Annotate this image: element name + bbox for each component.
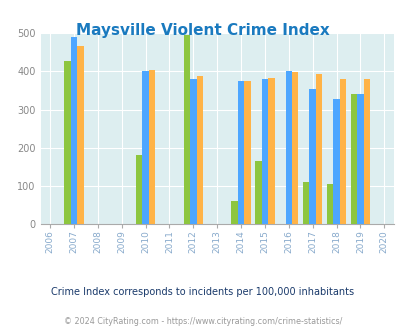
Bar (64, 61, 70, 224)
Bar (268, 78, 274, 224)
Bar (285, 71, 291, 224)
Bar (142, 71, 149, 224)
Bar (356, 94, 363, 224)
Bar (231, 201, 237, 224)
Bar (261, 79, 268, 224)
Bar (309, 88, 315, 224)
Bar (315, 74, 322, 224)
Bar (302, 182, 309, 224)
Bar (244, 81, 250, 224)
Text: Maysville Violent Crime Index: Maysville Violent Crime Index (76, 23, 329, 38)
Bar (196, 76, 202, 224)
Bar (291, 72, 298, 224)
Bar (255, 161, 261, 224)
Bar (77, 47, 83, 224)
Bar (363, 79, 369, 224)
Bar (350, 94, 356, 224)
Bar (149, 70, 155, 224)
Bar (326, 184, 333, 224)
Bar (339, 79, 345, 224)
Text: Crime Index corresponds to incidents per 100,000 inhabitants: Crime Index corresponds to incidents per… (51, 287, 354, 297)
Bar (136, 155, 142, 224)
Bar (70, 37, 77, 224)
Bar (237, 81, 244, 224)
Bar (190, 79, 196, 224)
Text: © 2024 CityRating.com - https://www.cityrating.com/crime-statistics/: © 2024 CityRating.com - https://www.city… (64, 317, 341, 326)
Bar (183, 35, 190, 224)
Bar (333, 99, 339, 224)
